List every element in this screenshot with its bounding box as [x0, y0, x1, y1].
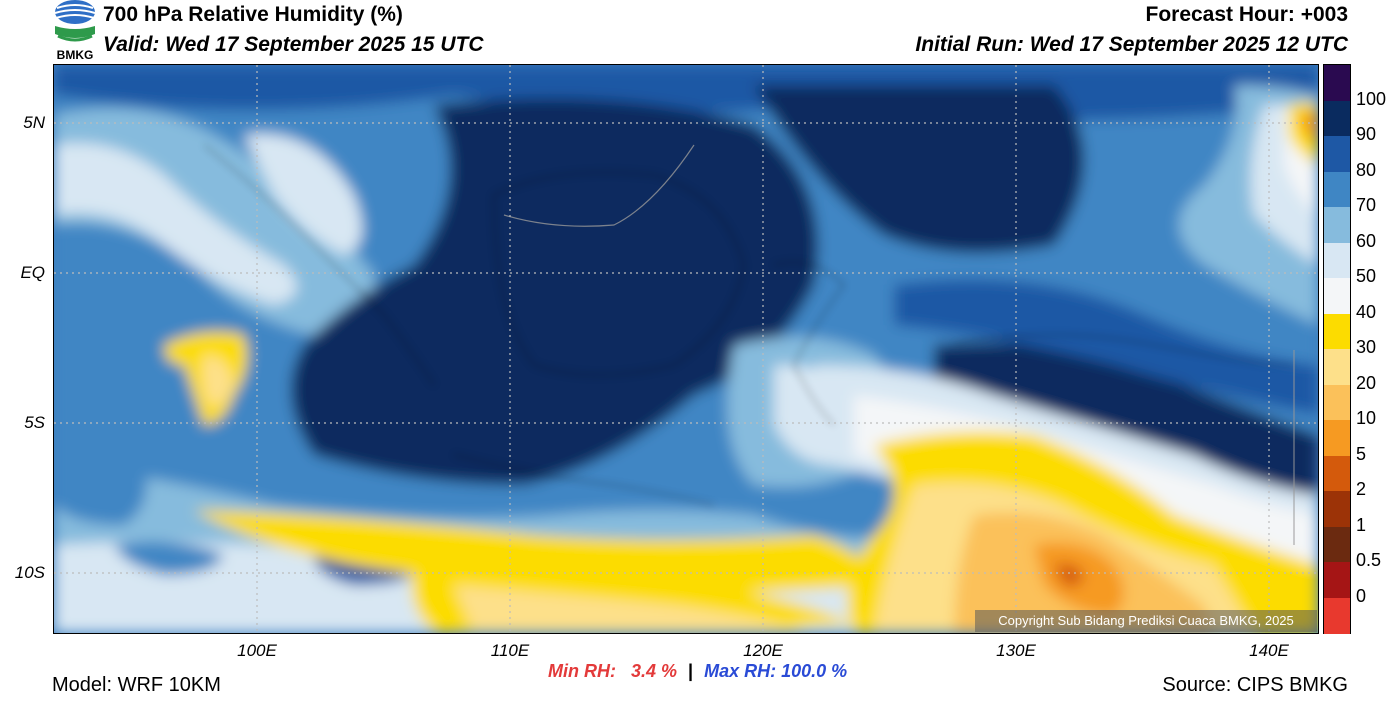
data-source: Source: CIPS BMKG: [1162, 674, 1348, 696]
colorbar-label: 0: [1356, 586, 1367, 606]
colorbar-label: 2: [1356, 479, 1367, 499]
humidity-field: [54, 65, 1318, 633]
colorbar-segment: [1324, 278, 1350, 314]
colorbar-label: 20: [1356, 373, 1377, 393]
colorbar-segment: [1324, 597, 1350, 634]
colorbar-segment: [1324, 136, 1350, 172]
map-title: 700 hPa Relative Humidity (%): [103, 3, 403, 26]
valid-time: Valid: Wed 17 September 2025 15 UTC: [103, 33, 484, 56]
humidity-map: [53, 64, 1319, 634]
colorbar-label: 5: [1356, 444, 1367, 464]
max-rh-label: Max RH:: [704, 661, 777, 681]
min-max-summary: Min RH: 3.4 % | Max RH: 100.0 %: [548, 661, 847, 682]
lon-label-120e: 120E: [743, 641, 783, 660]
lat-label-eq: EQ: [20, 263, 45, 282]
min-rh-value: 3.4 %: [631, 661, 678, 681]
max-rh-value: 100.0 %: [781, 661, 848, 681]
lon-label-100e: 100E: [237, 641, 277, 660]
graticule: [54, 65, 1318, 633]
colorbar-segment: [1324, 207, 1350, 243]
forecast-hour: Forecast Hour: +003: [1145, 3, 1349, 26]
colorbar-label: 10: [1356, 408, 1377, 428]
lon-label-110e: 110E: [490, 641, 530, 660]
lon-label-140e: 140E: [1249, 641, 1289, 660]
min-max-separator: |: [688, 661, 694, 681]
copyright-notice: Copyright Sub Bidang Prediksi Cuaca BMKG…: [975, 610, 1317, 632]
colorbar-segment: [1324, 349, 1350, 385]
colorbar-label: 30: [1356, 337, 1377, 357]
initial-run: Initial Run: Wed 17 September 2025 12 UT…: [915, 33, 1348, 56]
colorbar-segment: [1324, 313, 1350, 350]
colorbar-segment: [1324, 242, 1350, 279]
colorbar-segment: [1324, 420, 1350, 456]
lat-label-5n: 5N: [23, 113, 45, 132]
colorbar-label: 90: [1356, 124, 1377, 144]
colorbar-segment: [1324, 526, 1350, 563]
colorbar-label: 100: [1356, 89, 1387, 109]
colorbar-segment: [1324, 384, 1350, 421]
model-name: Model: WRF 10KM: [52, 674, 221, 696]
colorbar-segment: [1324, 65, 1350, 101]
colorbar-label: 70: [1356, 195, 1377, 215]
colorbar-segment: [1324, 491, 1350, 527]
lat-label-5s: 5S: [24, 413, 45, 432]
colorbar-label: 40: [1356, 302, 1377, 322]
colorbar-segment: [1324, 455, 1350, 492]
lon-label-130e: 130E: [996, 641, 1036, 660]
colorbar: [1323, 64, 1351, 634]
colorbar-label: 0.5: [1356, 550, 1382, 570]
colorbar-label: 60: [1356, 231, 1377, 251]
border-lines: [503, 144, 1295, 545]
bmkg-logo-icon: BMKG: [50, 0, 100, 62]
min-rh-label: Min RH:: [548, 661, 616, 681]
colorbar-segment: [1324, 562, 1350, 598]
colorbar-label: 1: [1356, 515, 1367, 535]
colorbar-label: 80: [1356, 160, 1377, 180]
colorbar-label: 50: [1356, 266, 1377, 286]
colorbar-segment: [1324, 100, 1350, 137]
colorbar-segment: [1324, 171, 1350, 208]
logo-text: BMKG: [57, 48, 94, 62]
lat-label-10s: 10S: [14, 563, 45, 582]
coastlines: [203, 144, 1295, 506]
